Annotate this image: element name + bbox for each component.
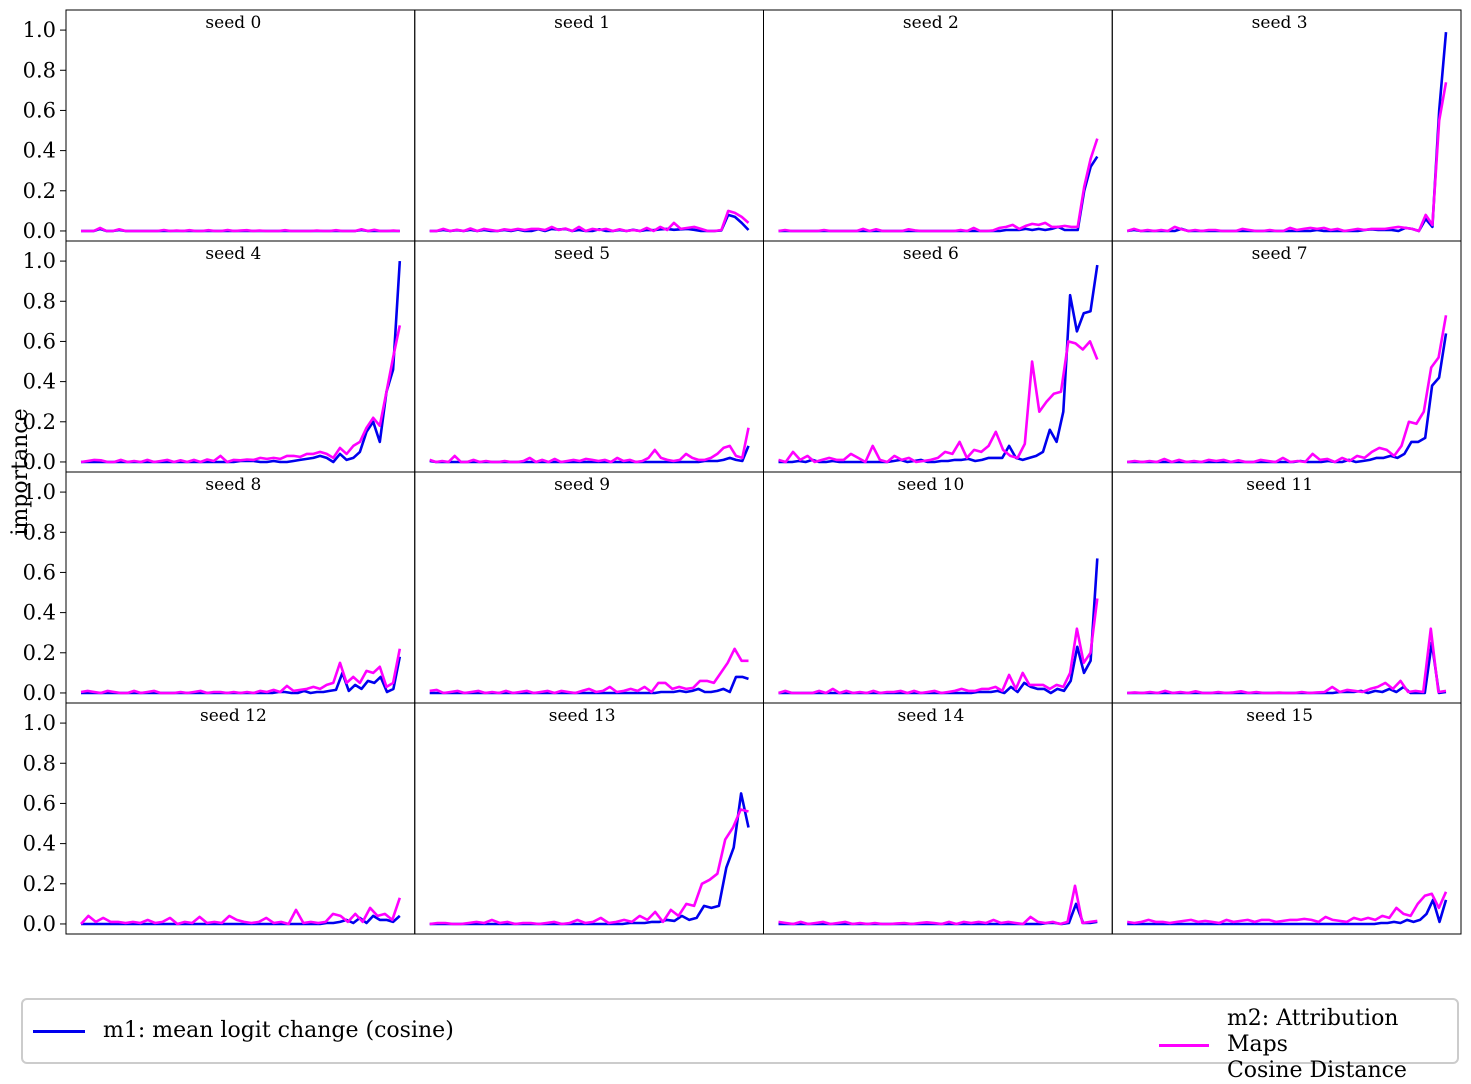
- series-line-m2: [1127, 891, 1448, 925]
- legend: m1: mean logit change (cosine) m2: Attri…: [21, 998, 1459, 1083]
- y-tick-label: 0.6: [23, 560, 56, 584]
- y-tick-label: 0.4: [23, 601, 56, 625]
- panel-title: seed 1: [554, 13, 610, 33]
- series-line-m2: [80, 325, 402, 464]
- series-line-m2: [429, 647, 749, 695]
- panel-frame: [414, 240, 764, 473]
- y-tick-label: 1.0: [23, 480, 56, 504]
- y-tick-label: 0.4: [23, 139, 56, 163]
- panel-title: seed 15: [1246, 706, 1313, 726]
- y-tick-label: 0.8: [23, 520, 56, 544]
- series-line-m1: [1127, 31, 1448, 233]
- series-line-m1: [1127, 333, 1448, 464]
- series-line-m2: [778, 884, 1098, 926]
- series-line-m2: [778, 340, 1099, 464]
- y-tick-label: 0.0: [23, 681, 56, 705]
- panel-frame: [763, 240, 1113, 473]
- series-line-m2: [1127, 315, 1448, 464]
- series-line-m1: [778, 902, 1098, 926]
- y-tick-label: 0.0: [23, 912, 56, 936]
- series-line-m2: [778, 138, 1099, 233]
- series-line-m2: [429, 808, 749, 926]
- panel-title: seed 14: [898, 706, 965, 726]
- panel-frame: [414, 471, 764, 704]
- series-line-m1: [778, 264, 1099, 464]
- legend-entry-m2: m2: Attribution Maps Cosine Distance: [1159, 1006, 1457, 1084]
- panel-title: seed 6: [903, 244, 959, 264]
- panel-title: seed 3: [1252, 13, 1308, 33]
- y-tick-label: 0.2: [23, 410, 56, 434]
- series-line-m2: [81, 226, 400, 233]
- panel-frame: [414, 702, 764, 935]
- series-line-m1: [778, 558, 1099, 695]
- y-tick-label: 0.2: [23, 872, 56, 896]
- y-tick-label: 1.0: [23, 18, 56, 42]
- panel-frame: [1111, 702, 1462, 935]
- panel-frame: [1111, 471, 1462, 704]
- y-axis-label: importance: [8, 408, 33, 535]
- panel-title: seed 2: [903, 13, 959, 33]
- series-line-m2: [80, 648, 402, 695]
- y-tick-label: 0.2: [23, 179, 56, 203]
- legend-label-m2: m2: Attribution Maps Cosine Distance: [1226, 1006, 1407, 1083]
- panel-frame: [1111, 9, 1462, 242]
- panel-frame: [763, 702, 1113, 935]
- panel-frame: [1111, 240, 1462, 473]
- y-tick-label: 0.6: [23, 791, 56, 815]
- panel-frame: [65, 471, 416, 704]
- y-tick-label: 1.0: [23, 711, 56, 735]
- y-tick-label: 0.4: [23, 832, 56, 856]
- panel-title: seed 13: [549, 706, 616, 726]
- series-line-m1: [778, 155, 1099, 233]
- y-tick-label: 0.8: [23, 58, 56, 82]
- panel-frame: [763, 471, 1113, 704]
- panel-frame: [414, 9, 764, 242]
- panel-frame: [65, 702, 416, 935]
- legend-swatch-m2: [1159, 1043, 1209, 1047]
- legend-label-m1: m1: mean logit change (cosine): [103, 1018, 454, 1043]
- legend-swatch-m1: [33, 1029, 85, 1033]
- panel-title: seed 0: [205, 13, 261, 33]
- series-line-m2: [429, 427, 750, 464]
- legend-entry-m1: m1: mean logit change (cosine): [33, 1018, 454, 1044]
- panel-frame: [65, 9, 416, 242]
- series-line-m1: [1127, 641, 1447, 695]
- y-tick-label: 0.6: [23, 98, 56, 122]
- y-tick-label: 0.4: [23, 370, 56, 394]
- panel-title: seed 7: [1252, 244, 1308, 264]
- y-tick-label: 0.2: [23, 641, 56, 665]
- panel-title: seed 8: [205, 475, 261, 495]
- series-line-m2: [1126, 82, 1448, 233]
- panel-title: seed 9: [554, 475, 610, 495]
- series-line-m1: [81, 261, 402, 464]
- panel-title: seed 5: [554, 244, 610, 264]
- series-line-m2: [80, 897, 402, 926]
- series-line-m1: [81, 656, 402, 695]
- panel-title: seed 4: [205, 244, 261, 264]
- panel-title: seed 10: [898, 475, 965, 495]
- figure: seed 0 seed 1 seed 2 seed 3 seed 4 seed 5 seed…: [8, 9, 1462, 936]
- panel-frame: [763, 9, 1113, 242]
- panel-title: seed 11: [1246, 475, 1313, 495]
- y-tick-label: 1.0: [23, 249, 56, 273]
- series-line-m2: [1127, 627, 1447, 695]
- y-tick-label: 0.8: [23, 751, 56, 775]
- panel-title: seed 12: [200, 706, 267, 726]
- series-line-m1: [1127, 898, 1448, 926]
- y-tick-label: 0.8: [23, 289, 56, 313]
- series-line-m2: [429, 209, 750, 233]
- y-tick-label: 0.0: [23, 219, 56, 243]
- y-tick-label: 0.0: [23, 450, 56, 474]
- y-tick-label: 0.6: [23, 329, 56, 353]
- series-line-m2: [778, 598, 1099, 695]
- series-line-m1: [429, 792, 750, 926]
